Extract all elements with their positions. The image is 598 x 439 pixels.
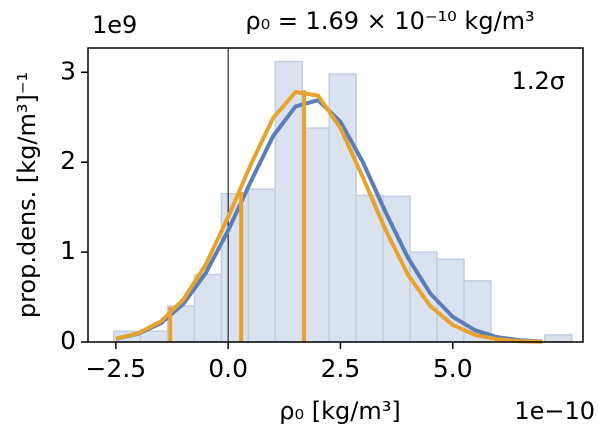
chart-title: ρ₀ = 1.69 × 10⁻¹⁰ kg/m³: [245, 7, 534, 35]
x-offset-label: 1e−10: [514, 397, 595, 425]
x-tick-label: 2.5: [321, 354, 361, 383]
bar: [247, 188, 277, 343]
y-offset-label: 1e9: [92, 11, 137, 39]
bar: [544, 334, 573, 343]
annotation: 1.2σ: [512, 67, 565, 95]
x-tick-label: −2.5: [85, 354, 146, 383]
y-tick-label: 2: [60, 146, 76, 175]
bar: [301, 127, 330, 343]
bar: [274, 60, 304, 343]
y-tick-label: 1: [60, 236, 76, 265]
x-tick-label: 0.0: [208, 354, 248, 383]
axes-frame: [87, 47, 584, 343]
y-tick-label: 0: [60, 326, 76, 355]
y-axis-label: prop.dens. [kg/m³]⁻¹: [13, 72, 41, 318]
x-axis-label: ρ₀ [kg/m³]: [279, 397, 400, 425]
density-curve: [115, 89, 543, 344]
y-tick-label: 3: [60, 56, 76, 85]
x-tick-label: 5.0: [433, 354, 473, 383]
